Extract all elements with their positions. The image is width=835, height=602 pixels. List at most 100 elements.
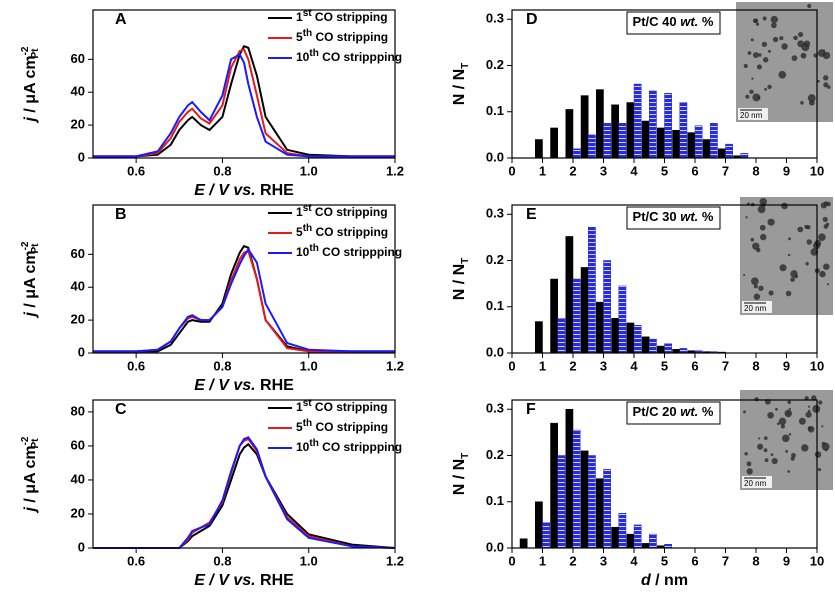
x-tick-label: 4 [630,163,638,178]
tem-particle [761,41,768,48]
scale-box [742,476,772,488]
bar [596,89,604,159]
bar [679,102,688,159]
y-label-unit: / μA cm [22,445,39,507]
tem-particle [818,400,823,405]
scale-box [738,108,768,120]
tem-particle [779,264,787,272]
bar [611,318,619,354]
legend-text-part: CO stripping [312,30,388,44]
bar [618,285,627,354]
x-tick-label: 5 [661,358,668,373]
tem-particle [788,407,791,411]
line [93,244,395,353]
tem-particle [797,31,804,38]
legend-text-part: th [303,223,312,234]
legend-text-part: st [303,8,313,19]
tem-particle [818,233,826,242]
tem-particle [812,405,821,413]
bar [611,526,619,549]
x-label-it: vs. [233,377,255,394]
bar [572,278,581,354]
x-axis-label: E / V vs. RHE [194,182,294,199]
bar [618,513,627,549]
line [93,437,396,549]
tem-particle [743,410,746,414]
x-tick-label: 1.0 [300,163,318,178]
tem-particle [806,225,811,230]
line [93,44,395,158]
tem-particle [779,36,784,41]
y-label-sup: -2 [20,241,31,250]
annotation-box [626,206,721,230]
tem-particle [797,226,804,233]
tem-particle [807,3,812,9]
annotation-post: % [698,404,714,419]
x-tick-label: 1.0 [300,553,318,568]
bar [649,90,657,159]
legend-text-part: th [309,243,318,254]
panel-label: B [115,206,127,223]
x-tick-label: 10 [810,358,824,373]
tem-particle [800,52,807,59]
plot-frame [511,204,818,354]
legend-text-part: st [303,203,313,214]
tem-image [736,2,833,122]
bar [550,127,558,159]
bar [596,478,604,549]
tem-particle [752,52,759,59]
tem-particle [767,84,772,90]
annotation: Pt/C 30 wt. % [633,209,714,224]
bar [611,104,619,159]
bar [626,102,635,159]
bar [626,322,635,354]
bar [649,533,657,549]
tem-particle [772,36,779,43]
y-axis-label: j / μA cm-2Pt [20,436,41,513]
x-tick-label: 3 [600,553,607,568]
x-tick-label: 0 [508,553,515,568]
y-label-sub: Pt [30,438,41,449]
y-tick-label: 20 [71,505,85,520]
tem-particle [805,411,812,418]
tem-particle [807,426,815,433]
tem-particle [781,43,788,50]
bar [588,455,596,549]
line [93,442,396,549]
tem-particle [763,448,768,453]
tem-particle [775,407,778,411]
tem-particle [791,452,796,458]
tem-particle [808,99,815,106]
tem-particle [758,53,762,57]
x-tick-label: 8 [752,553,759,568]
line [93,53,395,158]
tem-particle [767,49,771,53]
line [93,247,395,353]
bar [626,533,635,549]
x-tick-label: 0 [508,358,515,373]
bar [557,455,566,549]
y-label-symbol: j [22,507,39,514]
tem-particle [763,436,768,440]
x-tick-label: 7 [722,358,729,373]
tem-particle [801,43,810,52]
x-axis-label: E / V vs. RHE [194,572,294,589]
legend-text-part: 1 [296,10,303,24]
tem-particle [755,22,760,26]
x-label-end: RHE [256,377,295,394]
bar [580,450,589,549]
y-label-sub: T [460,63,471,69]
x-tick-label: 9 [783,358,790,373]
bar [588,226,596,354]
y-axis-label: N / NT [451,63,470,106]
x-tick-label: 0.8 [213,553,231,568]
legend-text-part: CO stripping [312,225,388,239]
tem-particle [791,55,798,62]
tem-particle [764,458,769,463]
tem-particle [747,51,752,55]
tem-particle [788,433,792,436]
annotation-pre: Pt/C 40 [633,14,681,29]
legend-text-part: CO strippping [319,50,402,64]
legend-text-part: 10 [296,440,310,454]
tem-particle [787,470,790,473]
